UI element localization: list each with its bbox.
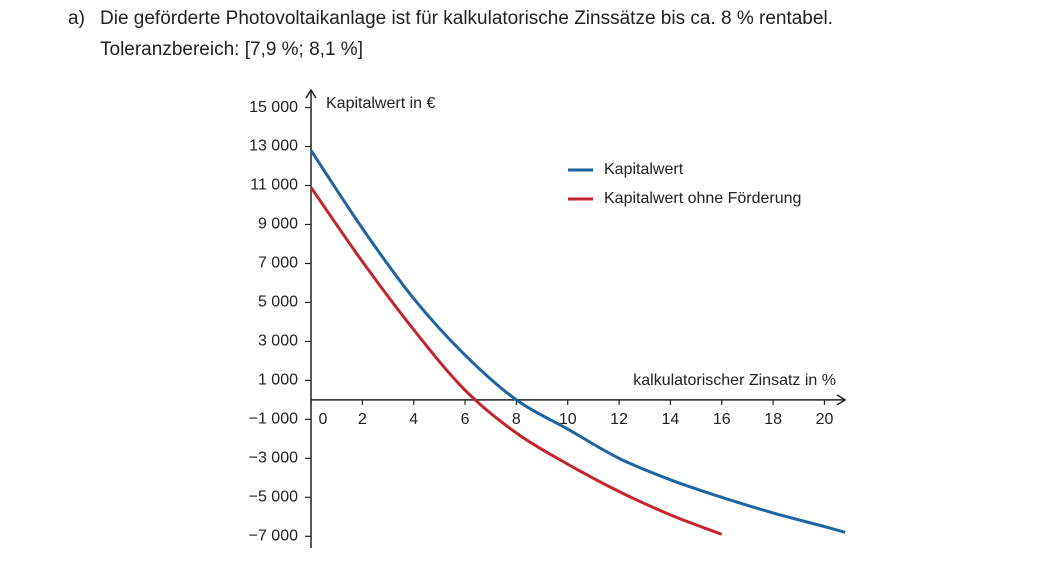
x-tick-label: 4: [409, 411, 418, 428]
y-tick-label: 3 000: [258, 333, 298, 350]
answer-line: Toleranzbereich: [7,9 %; 8,1 %]: [100, 39, 363, 60]
x-tick-label: 2: [358, 411, 367, 428]
x-tick-label: 0: [319, 411, 328, 428]
legend-label: Kapitalwert: [604, 161, 684, 178]
legend-label: Kapitalwert ohne Förderung: [604, 190, 801, 207]
y-axis-arrow: [305, 88, 317, 99]
y-tick-label: −7 000: [249, 528, 298, 545]
y-tick-label: 7 000: [258, 255, 298, 272]
x-tick-label: 12: [610, 411, 628, 428]
y-tick-label: 5 000: [258, 294, 298, 311]
y-tick-label: 15 000: [249, 99, 298, 116]
x-tick-label: 8: [512, 411, 521, 428]
y-tick-label: −5 000: [249, 489, 298, 506]
y-tick-label: −1 000: [249, 411, 298, 428]
answer-line: Die geförderte Photovoltaikanlage ist fü…: [100, 8, 833, 29]
y-tick-label: −3 000: [249, 450, 298, 467]
series-line: [309, 149, 846, 534]
series-line: [309, 186, 723, 536]
x-tick-label: 20: [816, 411, 834, 428]
x-tick-label: 10: [559, 411, 577, 428]
x-tick-label: 16: [713, 411, 731, 428]
y-tick-label: 9 000: [258, 216, 298, 233]
y-tick-label: 13 000: [249, 138, 298, 155]
y-tick-label: 11 000: [250, 177, 298, 194]
x-tick-label: 18: [764, 411, 782, 428]
y-axis-title: Kapitalwert in €: [326, 95, 435, 112]
x-axis-title: kalkulatorischer Zinsatz in %: [633, 372, 836, 389]
item-label: a): [68, 8, 85, 29]
y-tick-label: 1 000: [258, 372, 298, 389]
x-tick-label: 14: [662, 411, 680, 428]
x-axis-arrow: [836, 394, 847, 406]
x-tick-label: 6: [461, 411, 470, 428]
